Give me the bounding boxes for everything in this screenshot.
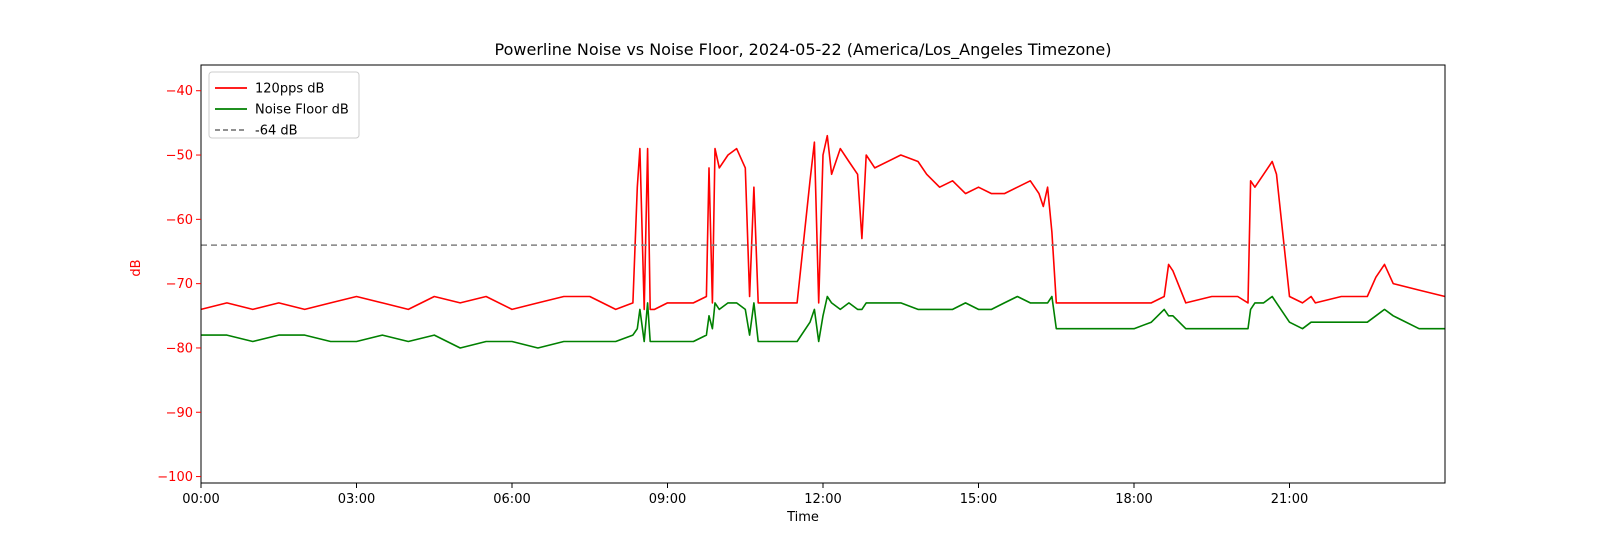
- series-line-1: [201, 295, 1445, 349]
- x-tick-label-6: 18:00: [1115, 492, 1152, 507]
- x-tick-label-3: 09:00: [649, 492, 686, 507]
- plot-area: 00:00 03:00 06:00 09:00 12:00 15:00 18:00 21:00…: [157, 64, 1446, 507]
- legend-label-1: Noise Floor dB: [255, 103, 349, 118]
- legend: 120pps dB Noise Floor dB -64 dB: [208, 71, 360, 139]
- y-tick-label-6: −100: [157, 470, 193, 485]
- y-tick-label-4: −80: [166, 341, 193, 356]
- chart-title: Powerline Noise vs Noise Floor, 2024-05-…: [495, 40, 1112, 60]
- x-tick-label-4: 12:00: [804, 492, 841, 507]
- y-axis-label: dB: [129, 259, 144, 276]
- y-tick-label-5: −90: [166, 406, 193, 421]
- y-tick-label-2: −60: [166, 213, 193, 228]
- x-tick-label-0: 00:00: [182, 492, 219, 507]
- series-line-0: [200, 134, 1446, 311]
- x-tick-label-2: 06:00: [493, 492, 530, 507]
- x-tick-label-1: 03:00: [338, 492, 375, 507]
- y-tick-label-0: −40: [166, 84, 193, 99]
- x-tick-label-7: 21:00: [1271, 492, 1308, 507]
- x-tick-label-5: 15:00: [960, 492, 997, 507]
- legend-label-2: -64 dB: [255, 124, 298, 139]
- y-tick-label-1: −50: [166, 149, 193, 164]
- legend-label-0: 120pps dB: [255, 82, 324, 97]
- plot-frame: [200, 64, 1446, 484]
- x-axis-label: Time: [786, 510, 819, 525]
- y-tick-label-3: −70: [166, 277, 193, 292]
